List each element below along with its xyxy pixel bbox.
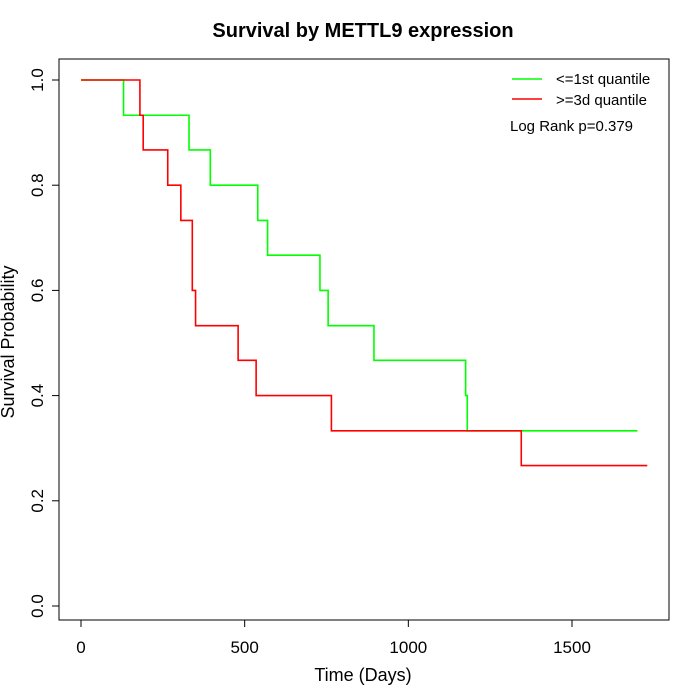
- x-tick-label: 1000: [389, 638, 427, 657]
- y-tick-label: 0.0: [28, 594, 47, 618]
- y-tick-label: 0.8: [28, 173, 47, 197]
- y-axis: 0.0 0.2 0.4 0.6 0.8 1.0: [28, 68, 60, 618]
- x-tick-label: 0: [76, 638, 85, 657]
- legend-label-high: >=3d quantile: [556, 92, 647, 109]
- y-tick-label: 0.6: [28, 279, 47, 303]
- x-tick-label: 500: [230, 638, 258, 657]
- y-axis-label: Survival Probability: [0, 265, 18, 418]
- y-tick-label: 0.2: [28, 489, 47, 513]
- series-line-high: [81, 79, 648, 467]
- legend-label-low: <=1st quantile: [556, 71, 650, 88]
- x-tick-label: 1500: [553, 638, 591, 657]
- x-axis-label: Time (Days): [314, 665, 411, 685]
- legend: <=1st quantile >=3d quantile: [512, 71, 650, 109]
- y-tick-label: 1.0: [28, 68, 47, 92]
- series-line-low: [81, 79, 638, 432]
- series-group: [81, 79, 648, 467]
- chart-title: Survival by METTL9 expression: [212, 20, 513, 42]
- log-rank-annotation: Log Rank p=0.379: [510, 118, 633, 135]
- y-tick-label: 0.4: [28, 384, 47, 408]
- plot-frame: [58, 58, 670, 621]
- x-axis: 0 500 1000 1500: [76, 619, 591, 657]
